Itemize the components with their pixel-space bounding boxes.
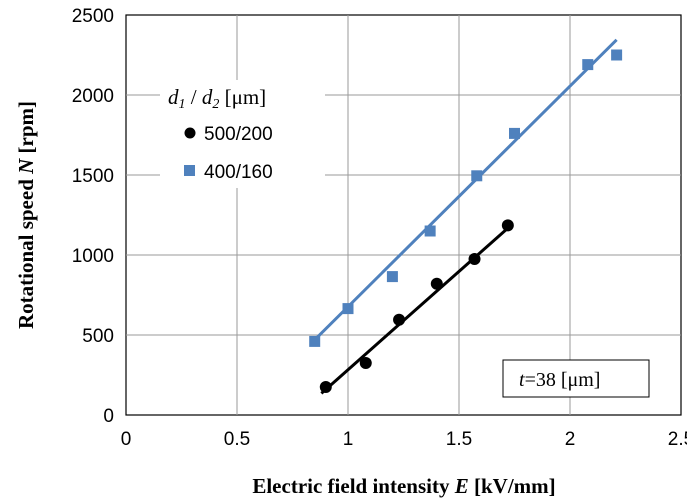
- data-point: [430, 277, 443, 290]
- data-point: [386, 271, 398, 283]
- x-tick-label: 0: [121, 429, 132, 450]
- y-tick-label: 1500: [72, 166, 114, 187]
- x-tick-label: 2.5: [668, 429, 687, 450]
- y-tick-label: 500: [82, 326, 114, 347]
- x-axis-title: Electric field intensity E [kV/mm]: [252, 474, 555, 498]
- legend-marker-500-200: [184, 127, 196, 139]
- data-point: [509, 127, 520, 139]
- y-tick-label: 0: [103, 406, 114, 427]
- data-point: [424, 225, 436, 237]
- data-point: [468, 253, 481, 265]
- data-point: [582, 59, 594, 71]
- data-point: [501, 219, 514, 232]
- data-point: [611, 49, 623, 61]
- y-tick-label: 2500: [72, 6, 114, 27]
- y-tick-label: 1000: [72, 246, 114, 267]
- y-axis-title: Rotational speed N [rpm]: [14, 101, 38, 329]
- legend-title: d1 / d2 [μm]: [168, 85, 266, 112]
- data-point: [319, 381, 332, 393]
- legend-marker-400-160: [184, 165, 195, 176]
- plot-area: [125, 14, 682, 416]
- x-tick-label: 2: [565, 429, 576, 450]
- x-tick-labels: 0 0.5 1 1.5 2 2.5: [121, 429, 687, 450]
- data-point: [471, 170, 483, 182]
- data-points: [309, 49, 623, 393]
- legend-label-400-160: 400/160: [204, 162, 273, 183]
- fit-line-400-160: [313, 38, 618, 341]
- annotation: t=38 [μm]: [502, 359, 650, 398]
- data-point: [359, 357, 372, 369]
- legend-label-500-200: 500/200: [204, 124, 273, 145]
- legend: d1 / d2 [μm] 500/200 400/160: [160, 80, 325, 188]
- y-tick-labels: 0 500 1000 1500 2000 2500: [72, 6, 114, 427]
- y-tick-label: 2000: [72, 86, 114, 107]
- data-point: [393, 313, 406, 326]
- x-tick-label: 0.5: [224, 429, 250, 450]
- fit-line-500-200: [320, 225, 512, 395]
- data-point: [342, 303, 354, 315]
- x-tick-label: 1.5: [446, 429, 472, 450]
- annotation-text: t=38 [μm]: [519, 369, 600, 391]
- data-point: [309, 335, 321, 347]
- fit-lines: [313, 38, 618, 395]
- x-tick-label: 1: [343, 429, 354, 450]
